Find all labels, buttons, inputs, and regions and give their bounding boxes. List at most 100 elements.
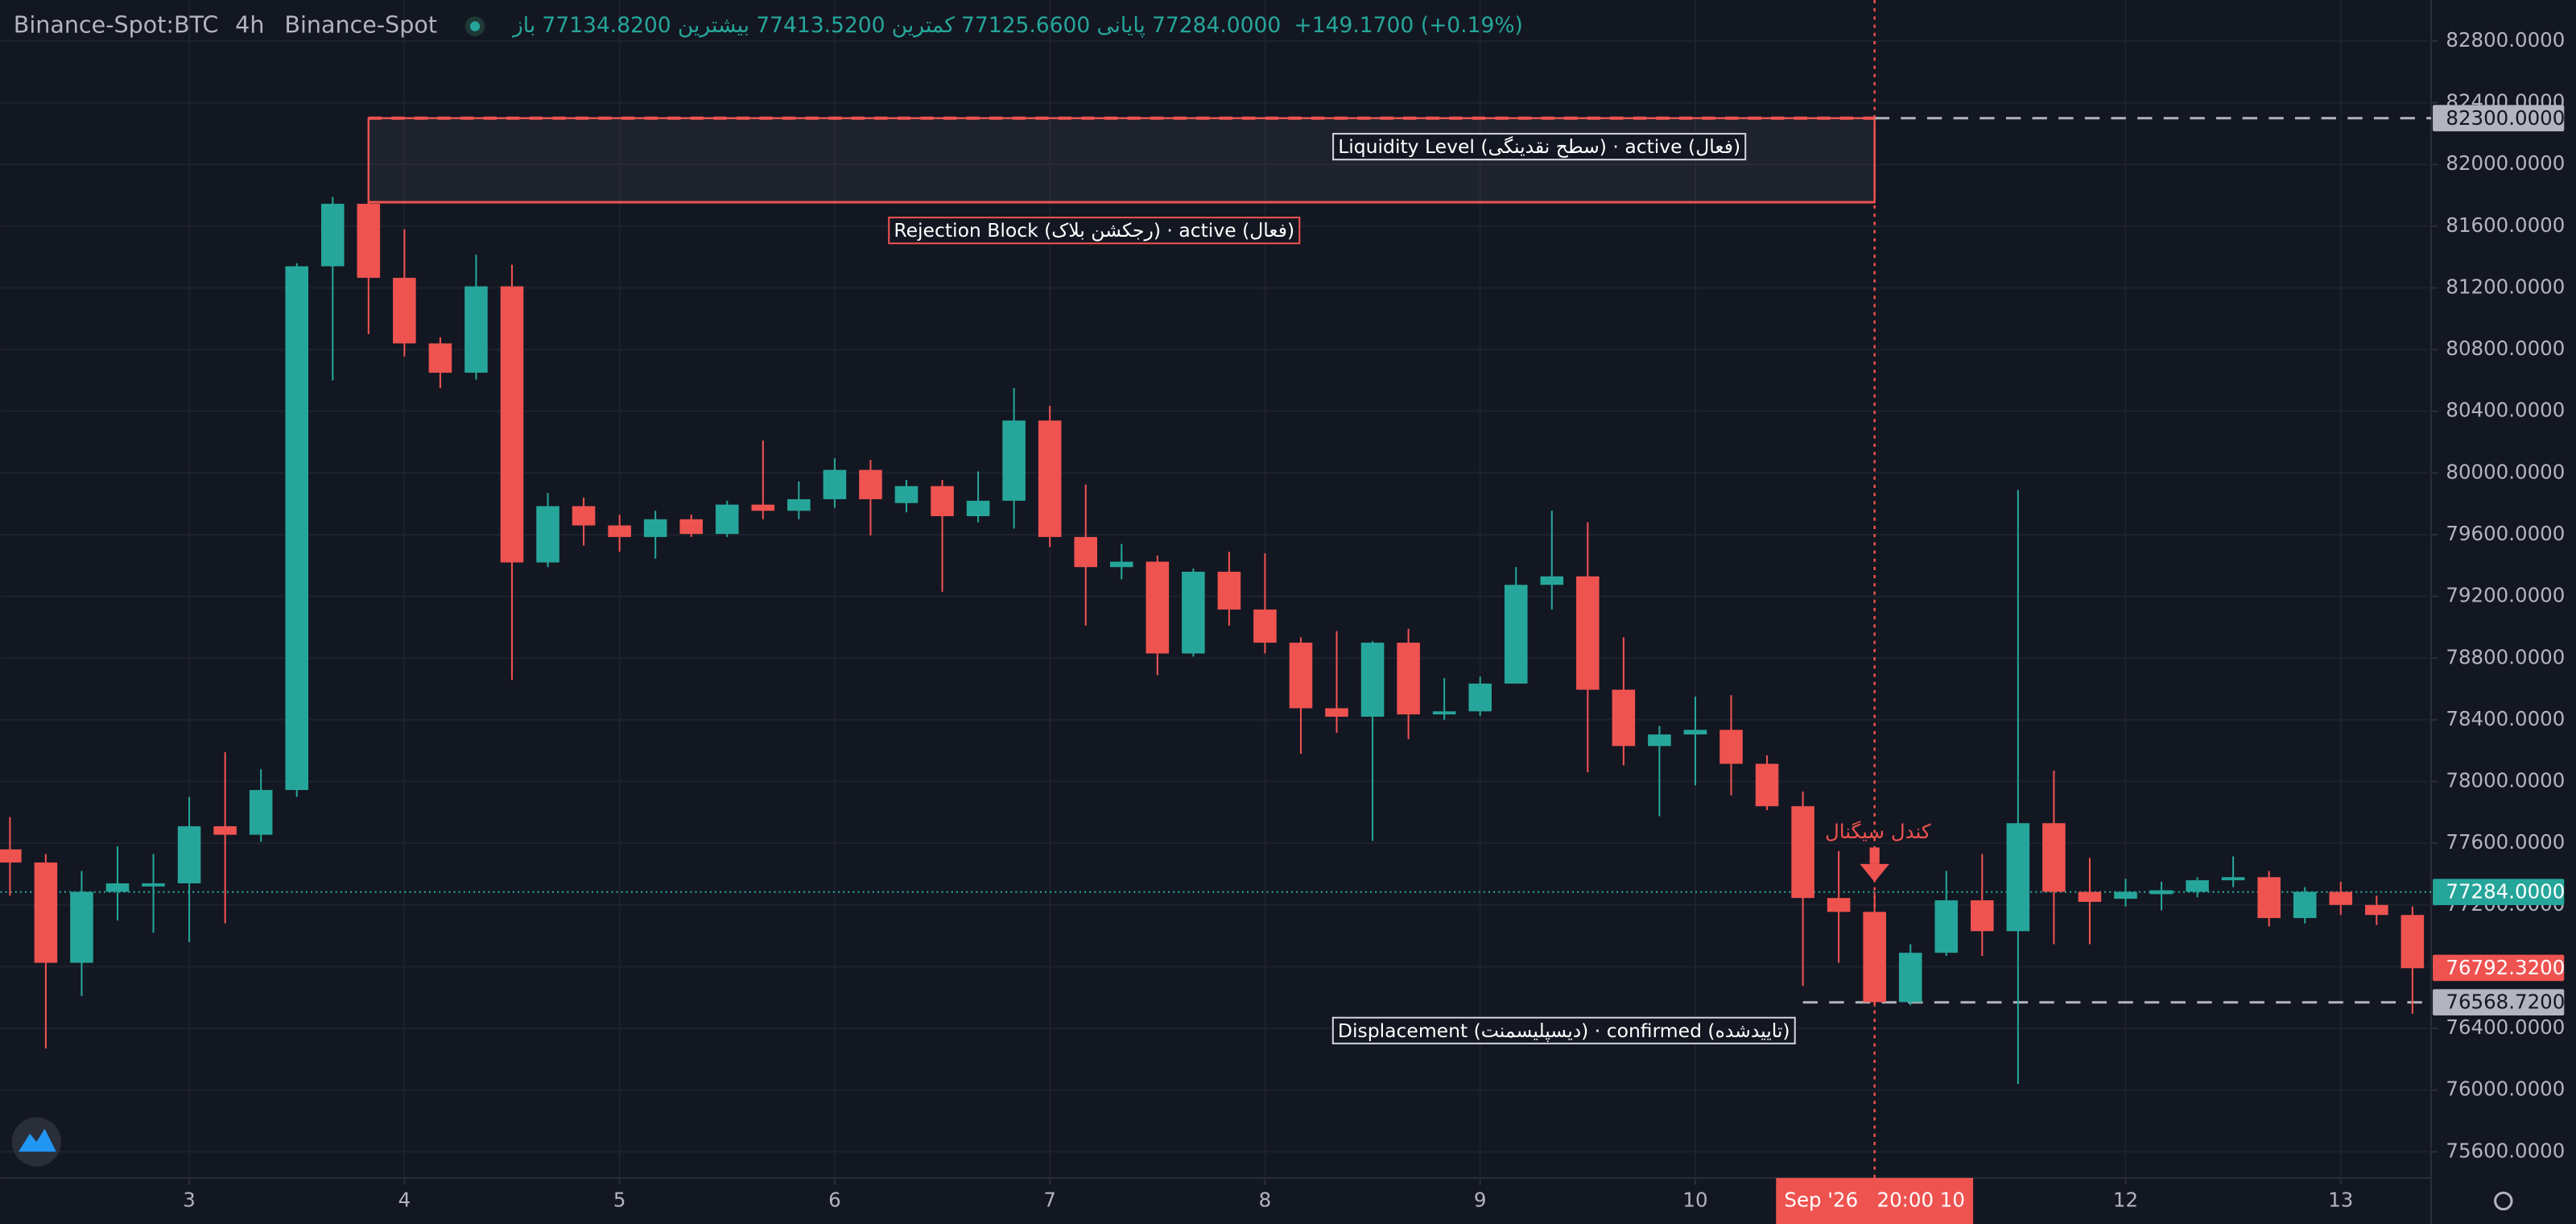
candle-body (751, 504, 775, 511)
displacement-label: Displacement (دیسپلیسمنت) · confirmed (ت… (1338, 1019, 1790, 1042)
crosshair-label-bg (1776, 1177, 1974, 1224)
y-tick-label: 82800.0000 (2446, 28, 2565, 52)
candle-body (464, 286, 488, 373)
rejection-label-box (888, 217, 1301, 245)
candle-body (213, 826, 237, 835)
candle-body (34, 862, 58, 963)
candle-body (1217, 571, 1241, 610)
candle-body (1109, 561, 1133, 568)
candle-body (2186, 880, 2209, 892)
y-tick-label: 77600.0000 (2446, 830, 2565, 854)
candle-body (1360, 643, 1385, 717)
candle-body (715, 504, 739, 535)
candle-body (2221, 877, 2245, 881)
x-tick-label: 3 (183, 1188, 196, 1211)
candle-body (1397, 643, 1420, 715)
interval[interactable]: 4h (235, 11, 264, 39)
price-label-bg (2433, 105, 2565, 132)
candle-body (931, 486, 954, 517)
ohlc-value: 77125.6600 (961, 13, 1090, 38)
price-label-bg (2433, 879, 2565, 906)
price-change: +149.1700 (+0.19%) (1294, 13, 1523, 38)
logo-icon (18, 1128, 56, 1152)
candle-body (1074, 536, 1097, 568)
candle-body (105, 883, 130, 892)
x-tick-label: 12 (2113, 1188, 2138, 1211)
candle-body (679, 519, 703, 535)
candle-body (393, 278, 416, 344)
candle-body (1971, 900, 1994, 932)
candle-body (285, 266, 309, 791)
candle-body (643, 519, 667, 537)
symbol: Binance-Spot:BTC (14, 11, 219, 39)
y-tick-label: 76400.0000 (2446, 1015, 2565, 1039)
candle-body (1898, 953, 1922, 1003)
candle-body (1540, 576, 1564, 585)
candle-body (2293, 891, 2317, 919)
exchange: Binance-Spot (284, 11, 437, 39)
x-tick-label: 10 (1682, 1188, 1707, 1211)
y-tick-label: 81200.0000 (2446, 275, 2565, 298)
candle-body (572, 506, 596, 526)
candle-body (823, 469, 847, 499)
candle-body (1289, 643, 1313, 709)
liquidity-label: Liquidity Level (سطح نقدینگی) · active (… (1338, 135, 1740, 158)
price-label: 76792.3200 (2446, 956, 2565, 979)
x-tick-label: 8 (1259, 1188, 1272, 1211)
candle-body (1146, 561, 1170, 654)
candle-body (2078, 891, 2102, 902)
candle-body (2149, 890, 2174, 895)
x-tick-label: 6 (828, 1188, 841, 1211)
y-tick-label: 79600.0000 (2446, 522, 2565, 545)
marks (0, 116, 2432, 1085)
candle-body (1182, 571, 1205, 654)
y-tick-label: 78000.0000 (2446, 769, 2565, 792)
x-tick-label: 5 (613, 1188, 626, 1211)
candle-body (1719, 730, 1743, 764)
candle-body (428, 343, 452, 373)
price-label: 82300.0000 (2446, 106, 2565, 130)
crosshair-label: Sep '26 20:00 10 (1784, 1188, 1965, 1211)
status-dot (469, 21, 481, 31)
candle-body (500, 286, 524, 563)
price-label: 77284.0000 (2446, 880, 2565, 904)
candle-body (177, 826, 201, 883)
candle-body (142, 883, 165, 887)
candle-body (249, 790, 273, 835)
candle-body (1038, 420, 1062, 537)
candle-body (357, 204, 381, 279)
candle-body (1612, 689, 1636, 746)
price-label-bg (2433, 989, 2565, 1016)
price-label: 76568.7200 (2446, 990, 2565, 1014)
candle-body (1504, 585, 1528, 684)
y-tick-label: 82000.0000 (2446, 151, 2565, 175)
candle-body (966, 500, 990, 517)
ohlc-value: 77413.5200 (756, 13, 885, 38)
x-tick-label: 9 (1474, 1188, 1487, 1211)
liquidity-label-box (1332, 133, 1747, 161)
candle-body (1683, 730, 1707, 735)
candle-body (2042, 823, 2066, 892)
rejection-label: Rejection Block (رجکشن بلاک) · active (ف… (894, 219, 1294, 242)
ohlc-label: بیشترین (678, 13, 749, 38)
ohlc-value: 77134.8200 (542, 13, 671, 38)
candle-body (1576, 576, 1600, 690)
overlay: Sep '26 20:00 10 کندل سیگنال Liquidity Lev… (888, 0, 2565, 1224)
candle-body (2365, 904, 2388, 916)
candle-body (1648, 734, 1671, 746)
y-tick-label: 78400.0000 (2446, 707, 2565, 730)
ohlc-label: کمترین (892, 13, 956, 38)
candle-body (0, 849, 22, 863)
settings-icon[interactable] (2494, 1191, 2513, 1211)
ohlc-label: باز (511, 13, 535, 38)
candle-body (2329, 891, 2353, 905)
y-tick-label: 78800.0000 (2446, 645, 2565, 668)
signal-arrow-stem (1869, 847, 1880, 864)
y-tick-label: 80800.0000 (2446, 337, 2565, 360)
candle-body (1002, 420, 1026, 501)
candle-body (1934, 900, 1959, 953)
candle-body (320, 204, 345, 267)
